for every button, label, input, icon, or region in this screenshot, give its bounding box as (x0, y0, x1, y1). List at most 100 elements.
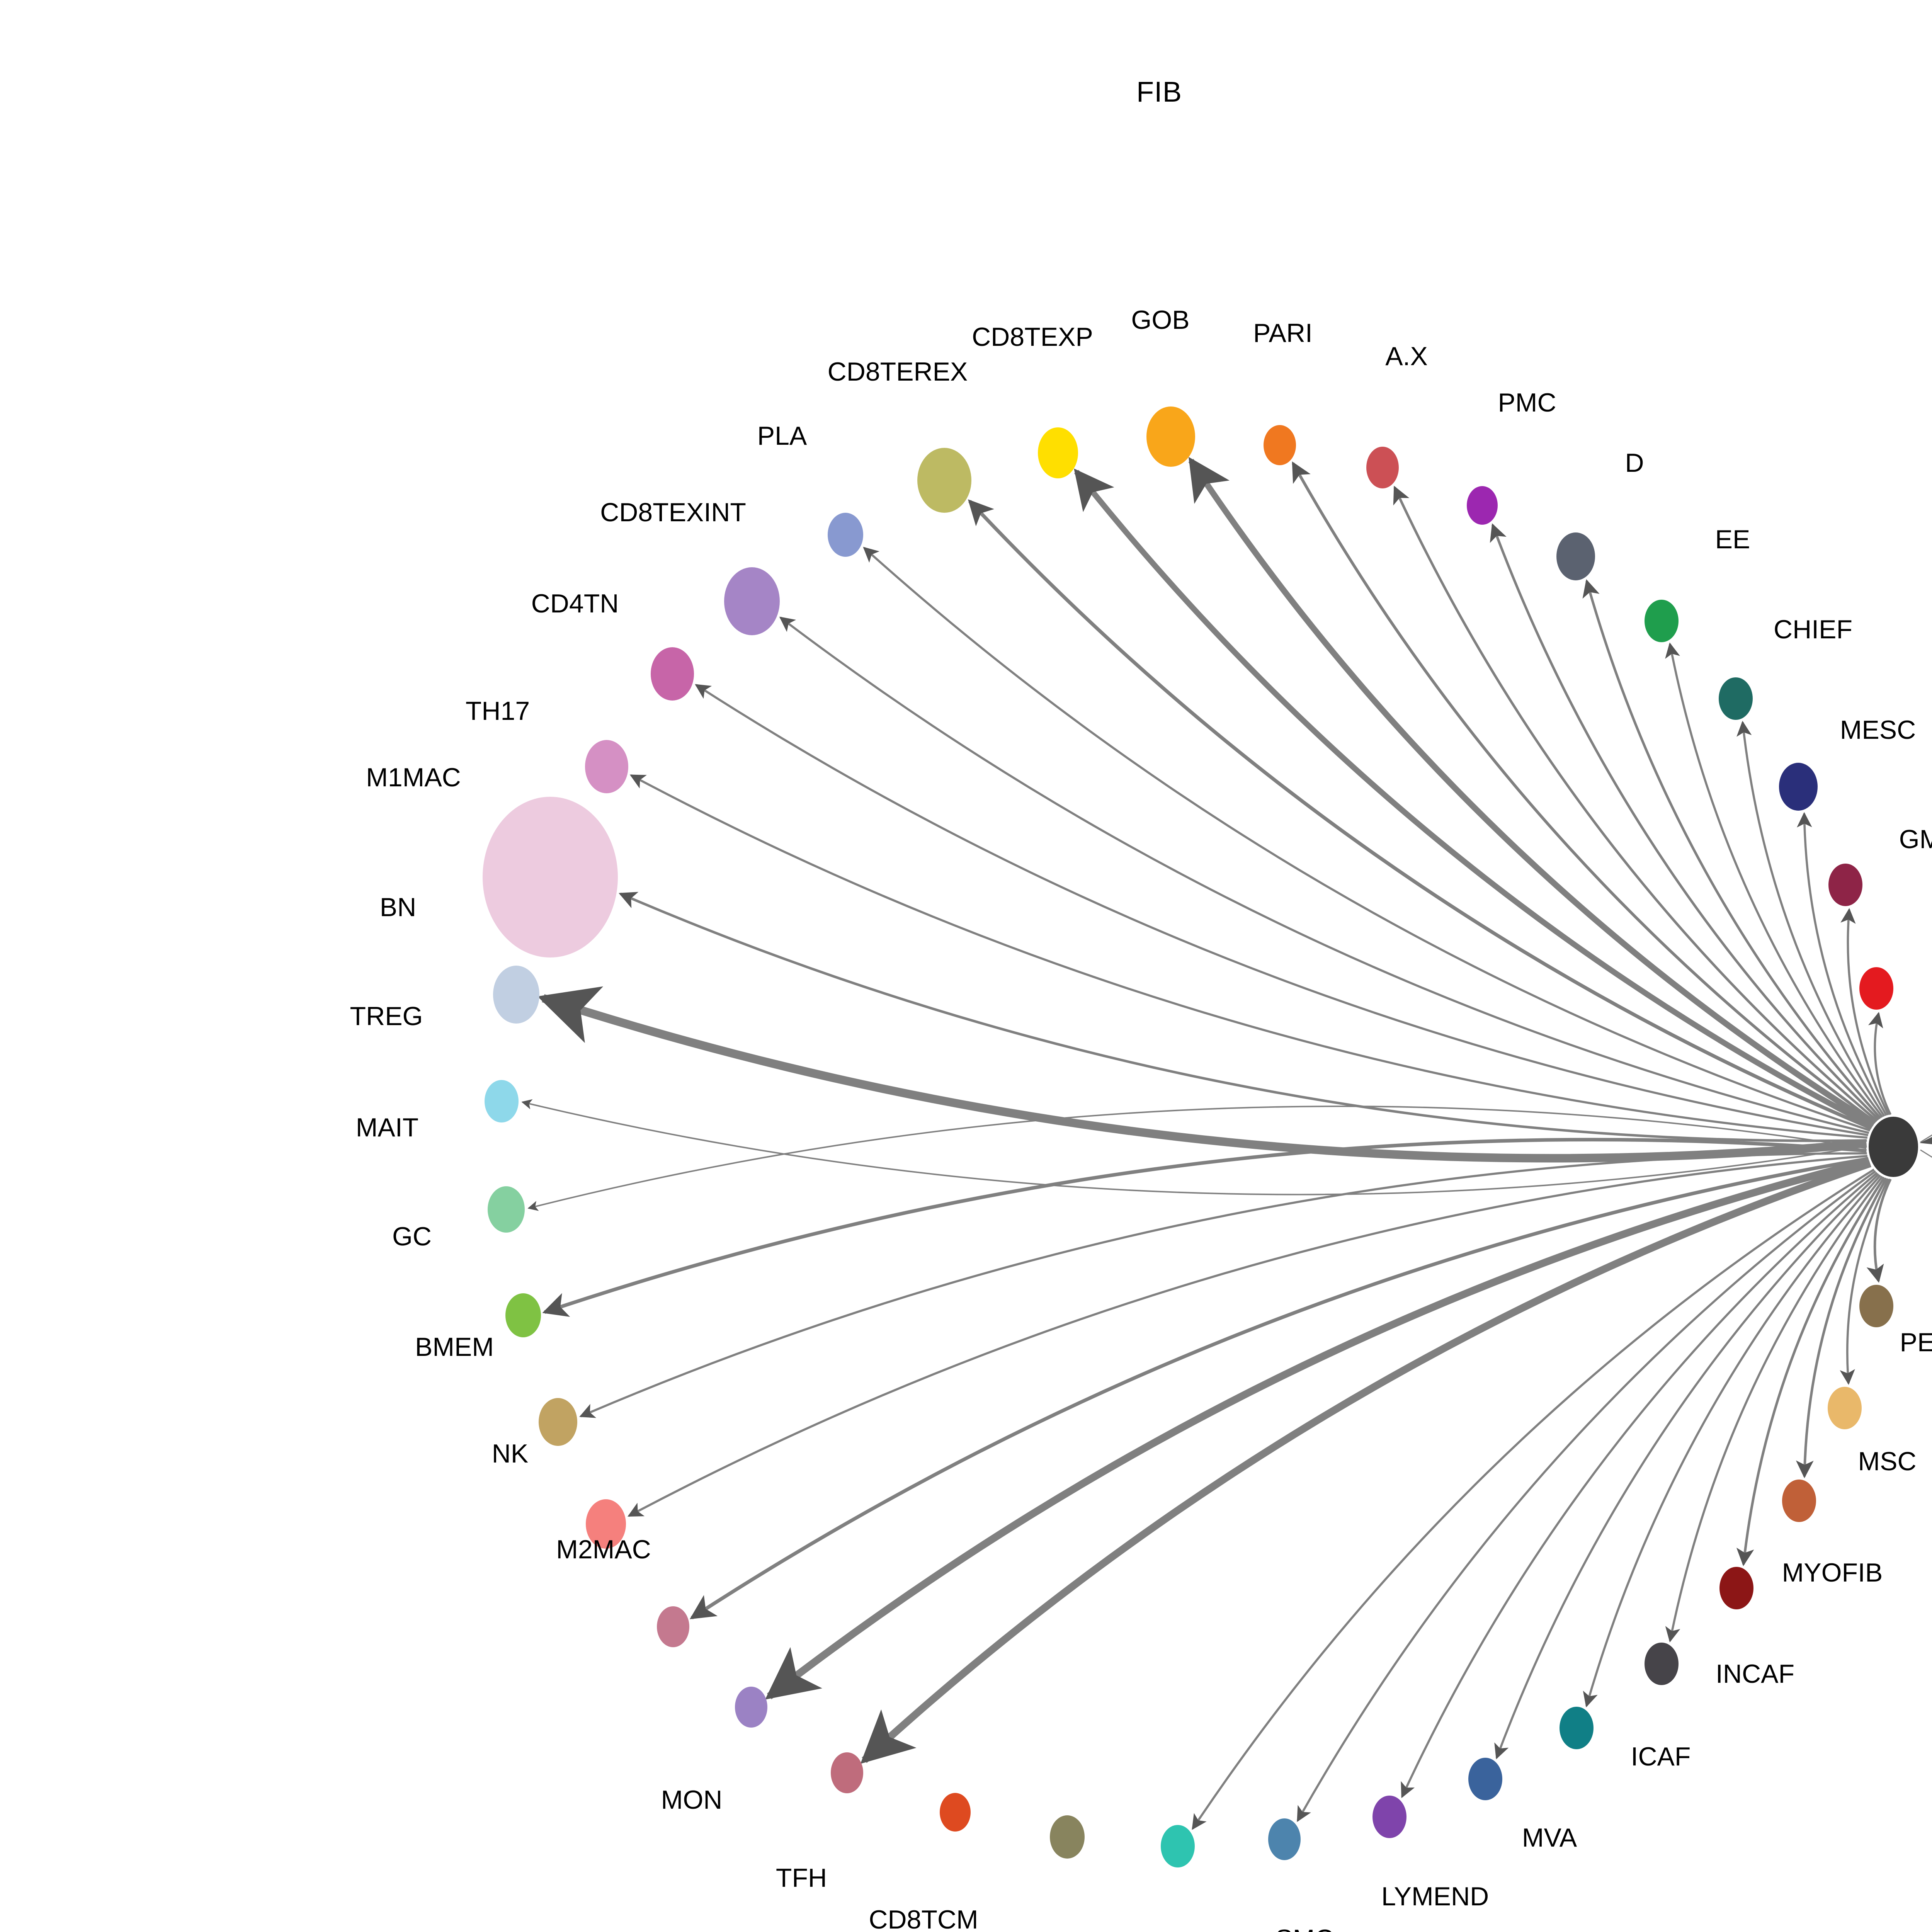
edge-fib-to-mva (1494, 1173, 1880, 1760)
node-treg[interactable] (485, 1080, 519, 1122)
edge-fib-to-gob (1188, 457, 1876, 1127)
node-icaf[interactable] (1560, 1707, 1594, 1749)
edge-fib-self-loop (1920, 1134, 1932, 1158)
node-label-cd8terex: CD8TEREX (827, 357, 968, 386)
node-label-icaf: ICAF (1631, 1742, 1691, 1771)
node-label-pmc: PMC (1498, 388, 1556, 417)
node-dc[interactable] (1050, 1815, 1085, 1859)
edge-layer (521, 457, 1932, 1830)
node-label-smc: SMC (1275, 1924, 1333, 1932)
edge-fib-to-mesc (1797, 812, 1888, 1116)
node-msc[interactable] (1782, 1480, 1816, 1522)
node-label-m2mac: M2MAC (556, 1535, 651, 1564)
node-mva[interactable] (1468, 1758, 1502, 1800)
node-cd8tcm[interactable] (940, 1793, 971, 1832)
node-gc[interactable] (505, 1293, 541, 1337)
edge-fib-to-cd4tn (695, 684, 1869, 1136)
node-m1mac[interactable] (483, 797, 618, 957)
node-mait[interactable] (488, 1186, 525, 1233)
node-label-mva: MVA (1522, 1823, 1577, 1852)
node-label-mon: MON (661, 1785, 723, 1815)
edge-fib-to-chief (1736, 721, 1886, 1117)
node-label-msc: MSC (1858, 1447, 1917, 1476)
node-peri[interactable] (1828, 1387, 1862, 1429)
node-bn[interactable] (493, 966, 539, 1024)
node-ee[interactable] (1645, 600, 1679, 642)
node-stm[interactable] (1859, 967, 1893, 1010)
edge-fib-to-d (1582, 579, 1882, 1119)
node-label-pla: PLA (757, 421, 807, 451)
node-label-tfh: TFH (776, 1863, 827, 1893)
node-tfh[interactable] (831, 1752, 863, 1793)
edge-fib-to-m2mac (689, 1157, 1869, 1619)
node-label-cd4tn: CD4TN (531, 589, 619, 618)
node-cd8terex[interactable] (917, 448, 971, 513)
node-nk[interactable] (586, 1499, 626, 1549)
edge-fib-to-icaf (1583, 1174, 1881, 1708)
edge-fib-to-m1mac (619, 892, 1867, 1142)
node-label-treg: TREG (350, 1002, 423, 1031)
node-mesc[interactable] (1779, 763, 1818, 811)
edge-fib-to-nk (628, 1155, 1868, 1517)
node-mon[interactable] (735, 1687, 767, 1728)
node-cd8texint[interactable] (724, 567, 780, 635)
node-smc[interactable] (1268, 1818, 1301, 1860)
node-m2mac[interactable] (657, 1606, 689, 1647)
edge-fib-to-ee (1665, 642, 1884, 1118)
node-label-peri: PERI (1900, 1328, 1932, 1357)
edge-fib-to-myofib (1736, 1177, 1886, 1566)
edge-fib-to-treg (521, 1099, 1867, 1196)
node-label-myofib: MYOFIB (1782, 1558, 1883, 1587)
node-label-a-x: A.X (1385, 342, 1428, 371)
edge-fib-to-pari (1291, 461, 1877, 1124)
node-end[interactable] (1161, 1825, 1195, 1867)
node-label-d: D (1625, 448, 1644, 478)
node-chief[interactable] (1719, 677, 1753, 720)
edge-fib-to-tfh (860, 1160, 1872, 1764)
node-lymend[interactable] (1372, 1796, 1406, 1838)
node-label-cd8texp: CD8TEXP (972, 322, 1093, 352)
node-label-lymend: LYMEND (1381, 1882, 1489, 1911)
node-pmc[interactable] (1467, 486, 1498, 525)
node-label-cd8texint: CD8TEXINT (600, 498, 746, 527)
node-a-x[interactable] (1366, 447, 1399, 488)
node-layer (483, 406, 1918, 1867)
node-label-nk: NK (492, 1439, 529, 1468)
node-label-chief: CHIEF (1774, 615, 1852, 644)
node-myofib[interactable] (1719, 1567, 1753, 1609)
edge-fib-to-msc (1796, 1177, 1888, 1478)
edge-fib-to-gmc (1840, 908, 1889, 1116)
node-cd8texp[interactable] (1038, 427, 1078, 478)
node-label-pari: PARI (1253, 318, 1313, 348)
node-fib-hub[interactable] (1869, 1117, 1918, 1177)
node-label-ee: EE (1715, 525, 1750, 554)
node-label-m1mac: M1MAC (366, 763, 461, 792)
node-caf[interactable] (1859, 1285, 1893, 1327)
node-incaf[interactable] (1645, 1643, 1679, 1685)
node-cd4tn[interactable] (651, 647, 694, 701)
edge-fib-to-caf (1866, 1179, 1892, 1283)
node-label-dc: DC (1027, 1931, 1065, 1932)
node-th17[interactable] (585, 740, 628, 793)
node-d[interactable] (1556, 532, 1595, 580)
node-gob[interactable] (1146, 406, 1195, 467)
edge-fib-to-pla (863, 547, 1871, 1132)
edge-fib-to-stm (1868, 1012, 1892, 1115)
edge-fib-to-th17 (629, 774, 1868, 1139)
node-label-mait: MAIT (355, 1113, 419, 1142)
node-label-th17: TH17 (465, 696, 530, 726)
node-label-gob: GOB (1131, 305, 1190, 335)
edge-fib-to-incaf (1665, 1175, 1883, 1643)
node-label-cd8tcm: CD8TCM (869, 1905, 978, 1932)
node-bmem[interactable] (539, 1398, 577, 1446)
node-label-mesc: MESC (1840, 715, 1916, 745)
node-label-bn: BN (379, 893, 417, 922)
edge-fib-to-bmem (579, 1152, 1867, 1418)
edge-fib-to-lymend (1401, 1172, 1878, 1798)
node-pla[interactable] (828, 513, 863, 557)
node-pari[interactable] (1264, 425, 1296, 465)
edge-fib-to-end (1192, 1168, 1875, 1830)
node-gmc[interactable] (1828, 864, 1862, 906)
